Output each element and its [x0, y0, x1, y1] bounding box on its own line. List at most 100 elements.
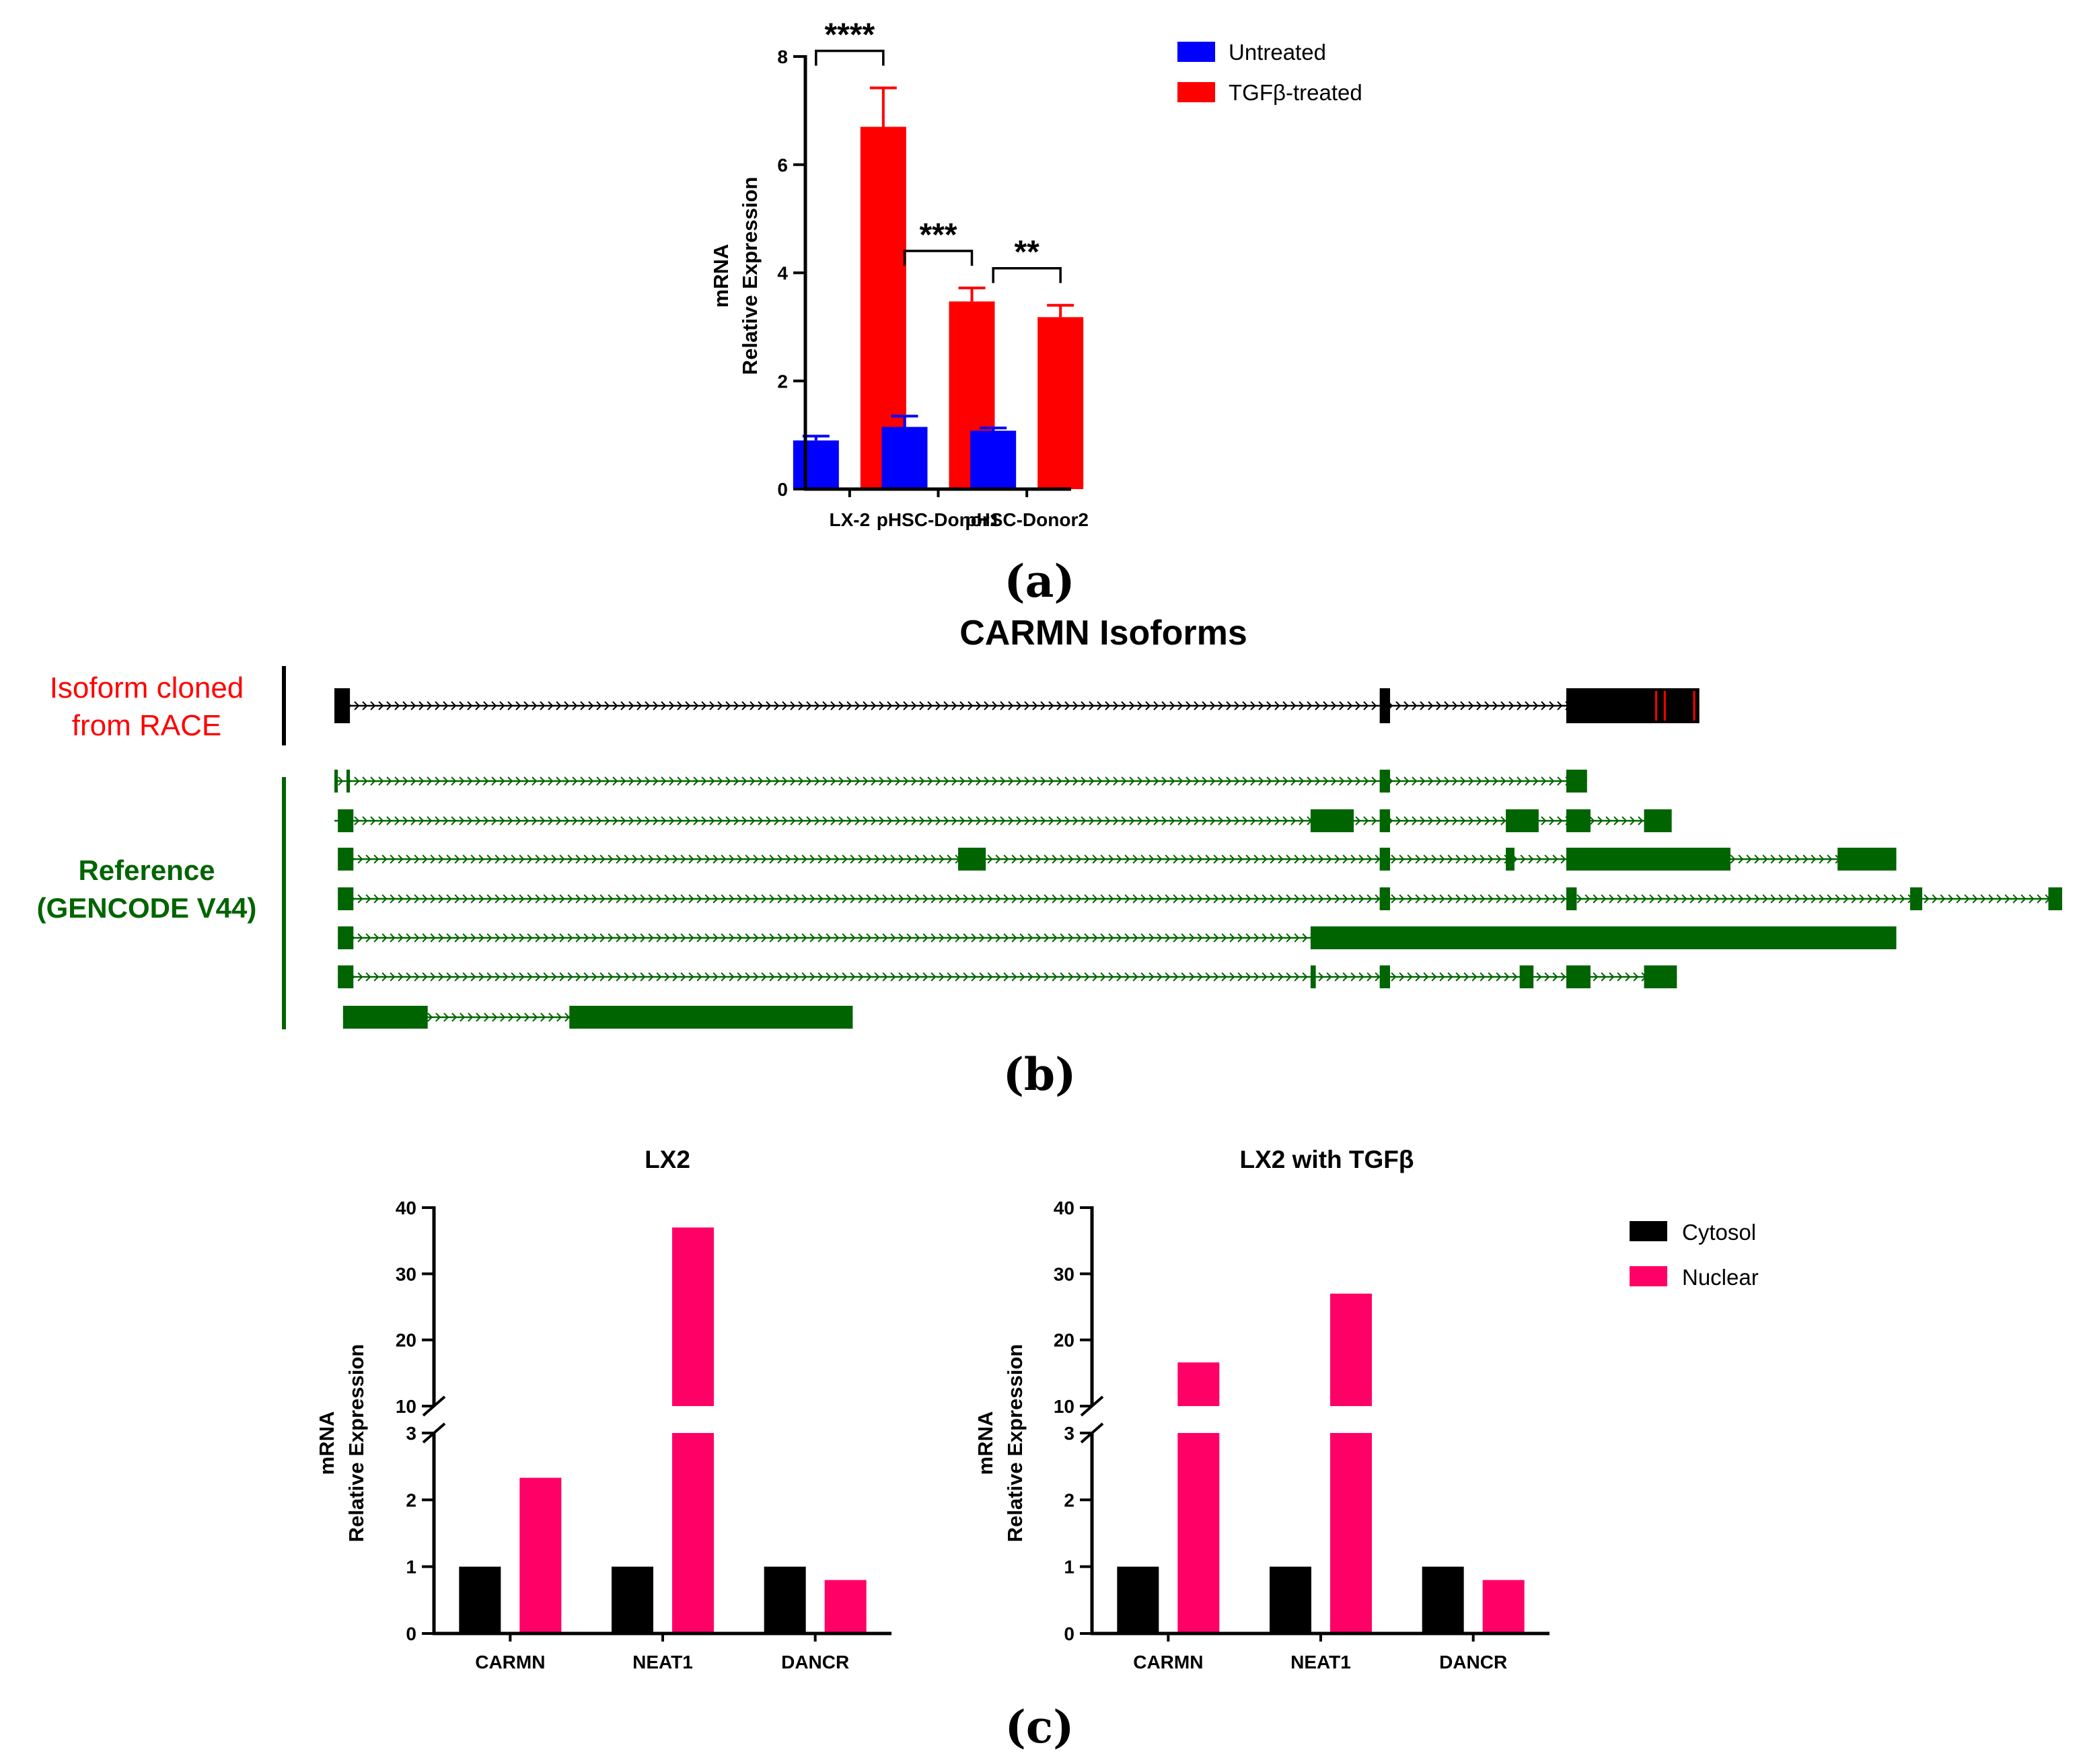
reference-track-4-exon-3	[1566, 887, 1577, 910]
x-label-phsc-donor1: pHSC-Donor1	[877, 509, 1000, 530]
significance-bracket-phsc-donor2	[992, 266, 1062, 283]
lx2-tgfb-y-tick-label-30: 30	[1054, 1263, 1074, 1284]
significance-stars-phsc-donor1: ***	[919, 217, 957, 253]
reference-track-6-exon-4	[1519, 965, 1534, 988]
lx2-tgfb-bar-neat1-nuclear-upper	[1330, 1293, 1372, 1406]
lx2-y-tick-label-40: 40	[396, 1198, 416, 1218]
lx2-tgfb-y-tick-label-10: 10	[1054, 1396, 1074, 1417]
lx2-tgfb-bar-carmn-nuclear-upper	[1177, 1362, 1220, 1406]
reference-track-3-exon-2	[958, 848, 986, 871]
panel-c-legend: Cytosol Nuclear	[1630, 1220, 1759, 1290]
lx2-y-tick-label-2: 2	[406, 1490, 416, 1510]
legend-label-nuclear: Nuclear	[1682, 1265, 1759, 1290]
lx2-tgfb-bar-neat1-nuclear-lower	[1330, 1433, 1372, 1633]
y-tick-label-8: 8	[777, 46, 788, 67]
reference-track-3-exon-3	[1379, 848, 1391, 871]
reference-track-4	[338, 887, 2062, 910]
lx2-tgfb-y-tick-label-3: 3	[1064, 1423, 1074, 1444]
isoforms-title: CARMN Isoforms	[959, 614, 1247, 653]
panel-a-label: (a)	[1004, 555, 1074, 608]
reference-track-5-exon-1	[338, 926, 354, 949]
y-tick-label-6: 6	[777, 155, 788, 176]
significance-stars-lx-2: ****	[824, 17, 875, 53]
lx2-tgfb-bar-neat1-cytosol	[1270, 1566, 1311, 1633]
y-tick-label-0: 0	[777, 479, 788, 500]
reference-track-1-exon-3	[1379, 770, 1391, 793]
reference-track-2-exon-2	[1310, 809, 1354, 832]
panel-c-label: (c)	[1005, 1701, 1074, 1753]
panel-c-right-ylabel-line2: Relative Expression	[1003, 1344, 1027, 1543]
reference-track-3-exon-5	[1566, 848, 1730, 871]
panel-c-right-ylabel-line1: mRNA	[974, 1411, 997, 1475]
bar-phsc-donor1-untreated	[881, 427, 928, 489]
reference-track-4-exon-5	[2048, 887, 2062, 910]
panel-c-bar-charts: LX2 LX2 with TGFβ CARMN NEAT1 DANCR0123102…	[315, 1146, 1759, 1753]
lx2-bar-neat1-nuclear-lower	[672, 1433, 714, 1633]
bar-lx-2-untreated	[793, 440, 839, 489]
reference-track-1-exon-2	[346, 770, 351, 793]
race-label-line2: from RACE	[72, 709, 221, 742]
panel-a-bars: ******* **	[793, 17, 1084, 490]
bar-phsc-donor2-tgf-treated	[1037, 317, 1084, 489]
lx2-bar-carmn-nuclear	[519, 1477, 562, 1633]
legend-label-cytosol: Cytosol	[1682, 1220, 1756, 1245]
lx2-tgfb-y-tick-label-1: 1	[1064, 1557, 1074, 1578]
race-track-exon-1	[334, 688, 351, 723]
panel-c-right-axes: CARMN NEAT1 DANCR 0 1 2 3 10 20 30 40	[1054, 1198, 1549, 1673]
lx2-y-tick-label-20: 20	[396, 1330, 416, 1351]
lx2-tgfb-bar-dancr-cytosol	[1422, 1566, 1464, 1633]
lx2-tgfb-bar-dancr-nuclear	[1482, 1580, 1525, 1633]
lx2-bar-dancr-nuclear	[824, 1580, 867, 1633]
reference-track-7-exon-1	[342, 1006, 428, 1029]
lx2-y-tick-label-30: 30	[396, 1263, 416, 1284]
lx2-tgfb-x-label-neat1: NEAT1	[1290, 1652, 1351, 1673]
legend-label-untreated: Untreated	[1229, 40, 1326, 65]
panel-a-legend: Untreated TGFβ-treated	[1177, 40, 1362, 105]
panel-c-left-ylabel-line1: mRNA	[315, 1411, 338, 1475]
lx2-tgfb-x-label-dancr: DANCR	[1439, 1652, 1507, 1673]
lx2-y-tick-label-0: 0	[406, 1623, 416, 1644]
reference-track-2-exon-5	[1566, 809, 1591, 832]
reference-track-6	[338, 965, 1677, 988]
reference-track-3	[338, 848, 1897, 871]
y-tick-label-4: 4	[777, 263, 788, 284]
lx2-bar-neat1-nuclear-upper	[672, 1227, 714, 1406]
reference-track-6-exon-5	[1566, 965, 1591, 988]
reference-track-6-exon-1	[338, 965, 354, 988]
reference-track-3-exon-4	[1506, 848, 1515, 871]
lx2-bar-carmn-cytosol	[459, 1566, 501, 1633]
reference-track-2-exon-4	[1506, 809, 1539, 832]
lx2-y-tick-label-10: 10	[396, 1396, 416, 1417]
panel-a-ylabel-line2: Relative Expression	[738, 177, 762, 375]
reference-track-2	[334, 809, 1672, 832]
legend-swatch-tgfb-treated	[1177, 82, 1215, 102]
legend-swatch-nuclear	[1630, 1266, 1667, 1286]
reference-track-6-exon-2	[1310, 965, 1316, 988]
reference-track-4-exon-2	[1379, 887, 1391, 910]
race-track	[334, 688, 1700, 723]
significance-bracket-phsc-donor1	[903, 250, 974, 266]
legend-swatch-cytosol	[1630, 1221, 1667, 1241]
isoform-tracks	[334, 688, 2062, 1029]
lx2-tgfb-x-label-carmn: CARMN	[1133, 1652, 1203, 1673]
legend-swatch-untreated	[1177, 42, 1215, 62]
race-label-line1: Isoform cloned	[50, 671, 244, 704]
x-label-lx-2: LX-2	[829, 509, 870, 530]
reference-track-7	[342, 1006, 853, 1029]
significance-bracket-lx-2	[815, 49, 885, 66]
reference-track-2-exon-6	[1644, 809, 1672, 832]
reference-track-3-exon-6	[1837, 848, 1897, 871]
panel-c-left-ylabel-line2: Relative Expression	[344, 1344, 368, 1543]
y-tick-label-2: 2	[777, 371, 788, 392]
lx2-y-tick-label-1: 1	[406, 1557, 416, 1578]
lx2-tgfb-y-tick-label-40: 40	[1054, 1198, 1074, 1218]
panel-b-isoform-diagram: CARMN Isoforms Isoform cloned from RACE …	[37, 614, 2062, 1101]
reference-label-line2: (GENCODE V44)	[37, 892, 257, 924]
race-track-exon-3	[1566, 688, 1700, 723]
lx2-bar-dancr-cytosol	[764, 1566, 806, 1633]
bar-phsc-donor2-untreated	[970, 431, 1017, 489]
lx2-x-label-neat1: NEAT1	[632, 1652, 693, 1673]
lx2-x-label-carmn: CARMN	[475, 1652, 545, 1673]
